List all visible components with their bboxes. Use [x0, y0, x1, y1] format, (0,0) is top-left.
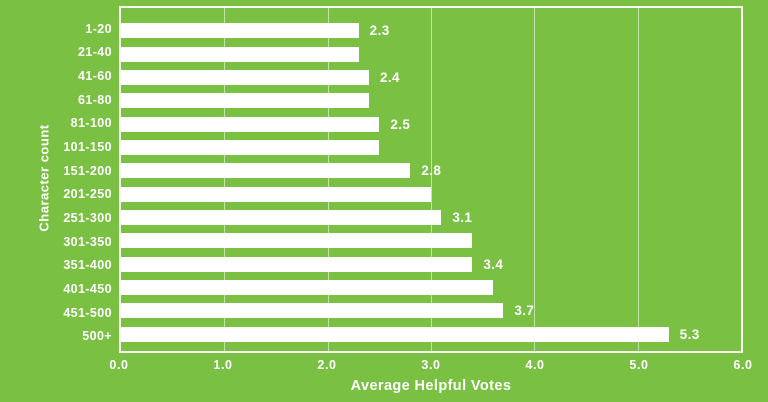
bar: [121, 23, 359, 39]
bar-row: [121, 276, 741, 299]
category-label: 251-300: [63, 210, 112, 225]
x-axis-title: Average Helpful Votes: [350, 378, 512, 394]
x-axis-tick-labels: 0.0 1.0 2.0 3.0 4.0 5.0 6.0: [109, 358, 752, 376]
bar-row: [121, 42, 741, 65]
bar-value-label: 5.3: [679, 326, 700, 342]
x-axis-tick-label: 2.0: [317, 358, 337, 372]
bar: [121, 139, 380, 155]
category-axis-labels: 1-20 21-40 41-60 61-80 81-100 101-150 151-200 2…: [0, 6, 112, 353]
category-label: 21-40: [78, 45, 112, 60]
bar: [121, 280, 493, 296]
category-label: 201-250: [63, 187, 112, 202]
gridline: [534, 8, 536, 351]
bar-row: 2.8: [121, 159, 741, 182]
bar: [121, 326, 669, 342]
category-label: 1-20: [85, 21, 112, 36]
x-axis-tick-label: 4.0: [525, 358, 545, 372]
category-label: 41-60: [78, 69, 112, 84]
category-label: 61-80: [78, 92, 112, 107]
bar-row: 3.4: [121, 253, 741, 276]
bar: [121, 186, 431, 202]
gridline: [431, 8, 432, 351]
bar: [121, 116, 380, 132]
category-label: 81-100: [70, 116, 112, 131]
bar-row: 2.3: [121, 19, 741, 42]
category-label: 351-400: [63, 258, 112, 273]
x-axis-tick-label: 6.0: [733, 358, 753, 372]
x-axis-tick-label: 5.0: [629, 358, 649, 372]
bar-row: 5.3: [121, 323, 741, 346]
x-axis-tick-label: 1.0: [213, 358, 233, 372]
bar: [121, 46, 359, 62]
bar-row: 2.5: [121, 112, 741, 135]
x-axis-tick-label: 0.0: [109, 358, 129, 372]
bar: [121, 233, 473, 249]
bar: [121, 163, 411, 179]
gridlines: [121, 8, 741, 351]
category-label: 151-200: [63, 163, 112, 178]
bar-row: [121, 136, 741, 159]
bar-value-label: 2.5: [390, 116, 411, 132]
gridline: [637, 8, 639, 351]
gridline: [327, 8, 329, 351]
category-label: 101-150: [63, 140, 112, 155]
category-label: 401-450: [63, 281, 112, 296]
gridline: [224, 8, 226, 351]
bar: [121, 210, 442, 226]
bar-row: [121, 183, 741, 206]
bar-value-label: 2.8: [421, 163, 442, 179]
category-label: 301-350: [63, 234, 112, 249]
bar-series: 2.3 2.4 2.5 2.8 3.1 3.4 3.7 5.3: [121, 8, 741, 351]
bar-row: 3.7: [121, 299, 741, 322]
bar-value-label: 2.4: [380, 69, 400, 85]
bar: [121, 256, 473, 272]
bar: [121, 303, 504, 319]
bar-row: 2.4: [121, 66, 741, 89]
bar-value-label: 3.7: [514, 303, 535, 319]
x-axis-tick-label: 3.0: [421, 358, 441, 372]
category-label: 451-500: [63, 305, 112, 320]
bar-value-label: 3.1: [452, 210, 473, 226]
bar-row: [121, 229, 741, 252]
category-label: 500+: [82, 329, 112, 344]
bar-row: [121, 89, 741, 112]
bar-row: 3.1: [121, 206, 741, 229]
bar: [121, 93, 369, 109]
bar: [121, 69, 369, 85]
bar-value-label: 3.4: [483, 256, 504, 272]
plot-area: 2.3 2.4 2.5 2.8 3.1 3.4 3.7 5.3: [119, 6, 743, 353]
bar-value-label: 2.3: [369, 23, 390, 39]
